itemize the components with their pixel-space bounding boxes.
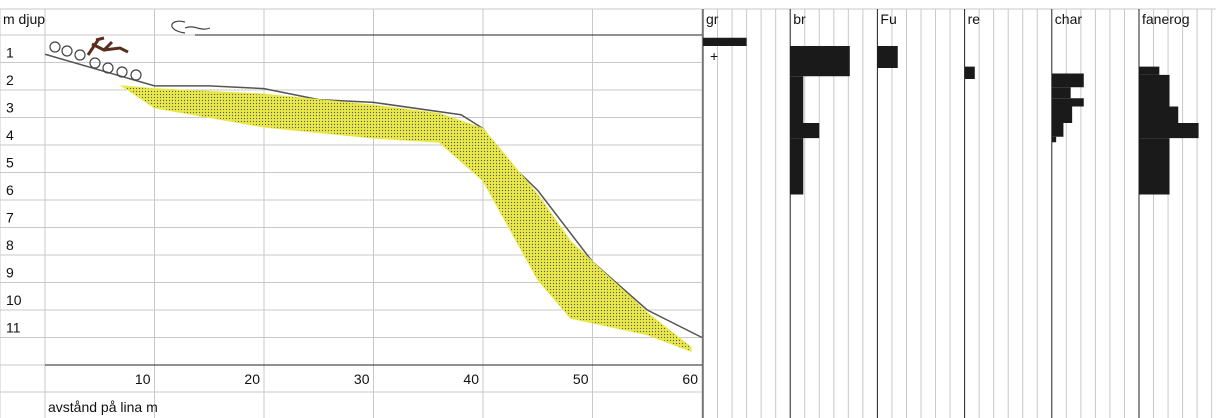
- y-tick-label: 1: [6, 45, 14, 61]
- cover-bar: [1051, 98, 1084, 107]
- column-label: char: [1055, 11, 1083, 27]
- shore-symbols: [49, 20, 211, 81]
- y-tick-label: 2: [6, 72, 14, 88]
- cover-bar: [1051, 73, 1084, 88]
- y-axis-label: m djup: [3, 11, 45, 27]
- y-tick-label: 6: [6, 182, 14, 198]
- cover-bar: [1139, 138, 1170, 195]
- column-label: br: [793, 11, 806, 27]
- x-tick-label: 60: [682, 371, 698, 387]
- x-tick-label: 30: [354, 371, 370, 387]
- cover-bar: [1139, 123, 1199, 139]
- cover-bar: [1139, 74, 1170, 107]
- x-tick-label: 40: [463, 371, 479, 387]
- y-tick-label: 5: [6, 155, 14, 171]
- x-tick-label: 20: [244, 371, 260, 387]
- cover-bar: [1051, 106, 1073, 123]
- y-tick-label: 10: [6, 292, 22, 308]
- cover-bar: [790, 76, 804, 123]
- sediment-band: [119, 85, 692, 352]
- grid: [0, 8, 1216, 418]
- cover-bar: [703, 37, 747, 46]
- cover-bar: [790, 123, 820, 139]
- column-label: fanerog: [1142, 11, 1189, 27]
- column-label: re: [968, 11, 981, 27]
- cover-bar: [1051, 87, 1071, 99]
- y-tick-label: 11: [6, 320, 21, 336]
- cover-bar: [1139, 106, 1179, 123]
- y-tick-label: 7: [6, 210, 14, 226]
- y-tick-label: 8: [6, 237, 14, 253]
- cover-bar: [964, 66, 975, 79]
- y-tick-label: 9: [6, 265, 14, 281]
- cover-bar: [1051, 123, 1064, 137]
- x-tick-label: 50: [573, 371, 589, 387]
- cover-bar: [1139, 66, 1160, 75]
- plot: [44, 37, 1199, 352]
- cover-bar: [790, 46, 850, 77]
- x-tick-label: 10: [135, 371, 151, 387]
- column-label: Fu: [880, 11, 896, 27]
- cover-bar: [1051, 136, 1057, 143]
- x-axis-label: avstånd på lina m: [48, 399, 158, 415]
- column-label: gr: [706, 11, 719, 27]
- y-tick-label: 4: [6, 127, 14, 143]
- y-tick-label: 3: [6, 100, 14, 116]
- annotation: +: [710, 48, 718, 64]
- cover-bar: [790, 138, 804, 195]
- cover-bar: [877, 46, 898, 68]
